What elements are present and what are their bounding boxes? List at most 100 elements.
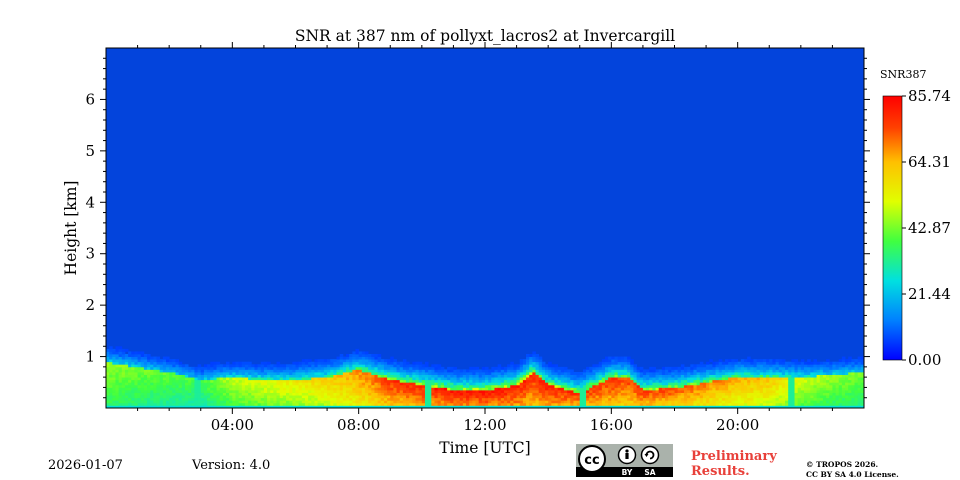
heatmap-cell — [797, 382, 802, 386]
by-label: BY — [622, 468, 633, 477]
heatmap-cell — [409, 377, 413, 381]
heatmap-cell — [323, 400, 328, 404]
heatmap-cell — [816, 372, 821, 375]
heatmap-cell — [620, 387, 625, 391]
heatmap-cell — [207, 372, 211, 375]
heatmap-cell — [197, 387, 202, 391]
heatmap-cell — [526, 366, 530, 370]
heatmap-cell — [797, 372, 802, 375]
heatmap-cell — [213, 405, 217, 408]
heatmap-cell — [589, 397, 593, 401]
heatmap-cell — [832, 364, 836, 368]
heatmap-cell — [219, 397, 224, 401]
heatmap-cell — [336, 392, 341, 396]
heatmap-cell — [175, 405, 180, 408]
heatmap-cell — [819, 374, 824, 378]
heatmap-cell — [109, 354, 113, 357]
heatmap-cell — [320, 379, 325, 383]
heatmap-cell — [797, 361, 802, 365]
heatmap-cell — [854, 374, 859, 378]
heatmap-cell — [109, 374, 113, 378]
heatmap-cell — [513, 372, 517, 375]
heatmap-cell — [203, 392, 208, 396]
heatmap-cell — [841, 356, 846, 360]
heatmap-cell — [671, 402, 675, 406]
heatmap-cell — [248, 397, 252, 401]
heatmap-cell — [428, 366, 432, 370]
heatmap-cell — [551, 390, 555, 393]
heatmap-cell — [608, 402, 612, 406]
heatmap-cell — [115, 387, 120, 391]
heatmap-cell — [646, 387, 650, 391]
heatmap-cell — [819, 369, 824, 373]
heatmap-cell — [159, 402, 164, 406]
heatmap-cell — [390, 361, 394, 365]
heatmap-cell — [147, 356, 151, 360]
heatmap-cell — [658, 397, 663, 401]
heatmap-cell — [150, 402, 154, 406]
heatmap-cell — [216, 372, 221, 375]
heatmap-cell — [156, 405, 161, 408]
heatmap-cell — [462, 369, 467, 373]
heatmap-cell — [339, 372, 344, 375]
heatmap-cell — [769, 395, 773, 399]
heatmap-cell — [330, 384, 334, 388]
heatmap-cell — [238, 397, 243, 401]
heatmap-cell — [257, 369, 262, 373]
heatmap-cell — [143, 364, 148, 368]
heatmap-cell — [665, 379, 669, 383]
heatmap-cell — [766, 405, 770, 408]
heatmap-cell — [813, 377, 818, 381]
heatmap-cell — [848, 384, 852, 388]
heatmap-cell — [753, 402, 758, 406]
heatmap-cell — [124, 359, 129, 363]
heatmap-cell — [731, 374, 735, 378]
heatmap-cell — [747, 364, 751, 368]
heatmap-cell — [156, 395, 161, 399]
heatmap-cell — [462, 382, 467, 386]
heatmap-cell — [554, 382, 559, 386]
heatmap-cell — [740, 359, 745, 363]
heatmap-cell — [263, 369, 268, 373]
heatmap-cell — [586, 372, 590, 375]
heatmap-cell — [415, 361, 420, 365]
heatmap-cell — [835, 384, 840, 388]
heatmap-cell — [507, 405, 511, 408]
heatmap-cell — [383, 402, 388, 406]
heatmap-cell — [263, 372, 268, 375]
heatmap-cell — [219, 369, 224, 373]
heatmap-cell — [175, 397, 180, 401]
heatmap-cell — [614, 359, 619, 363]
heatmap-cell — [333, 392, 337, 396]
heatmap-cell — [421, 405, 426, 408]
heatmap-cell — [475, 366, 480, 370]
heatmap-cell — [399, 384, 404, 388]
heatmap-cell — [785, 387, 789, 391]
heatmap-cell — [270, 372, 274, 375]
heatmap-cell — [592, 377, 596, 381]
heatmap-cell — [690, 374, 694, 378]
heatmap-cell — [835, 390, 840, 393]
heatmap-cell — [191, 387, 195, 391]
heatmap-cell — [143, 382, 148, 386]
heatmap-cell — [428, 384, 432, 388]
heatmap-cell — [282, 382, 287, 386]
heatmap-cell — [545, 382, 549, 386]
heatmap-cell — [709, 372, 713, 375]
heatmap-cell — [390, 379, 394, 383]
heatmap-cell — [658, 384, 663, 388]
heatmap-cell — [128, 387, 132, 391]
heatmap-cell — [286, 400, 290, 404]
heatmap-cell — [845, 400, 849, 404]
heatmap-cell — [346, 395, 350, 399]
heatmap-cell — [131, 384, 135, 388]
heatmap-cell — [260, 382, 265, 386]
heatmap-cell — [374, 364, 379, 368]
heatmap-cell — [147, 354, 151, 357]
heatmap-cell — [216, 379, 221, 383]
heatmap-cell — [308, 402, 312, 406]
heatmap-cell — [526, 374, 530, 378]
heatmap-cell — [826, 405, 830, 408]
heatmap-cell — [166, 382, 170, 386]
heatmap-cell — [286, 387, 290, 391]
